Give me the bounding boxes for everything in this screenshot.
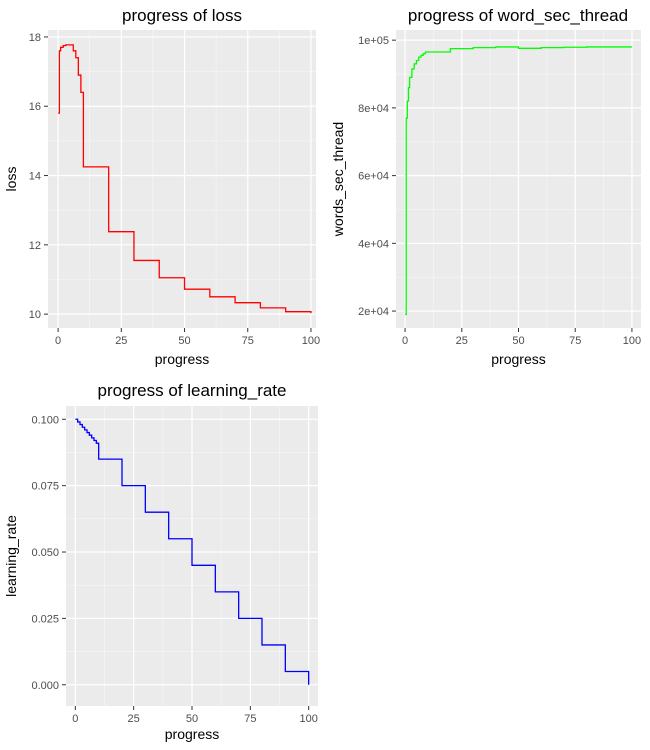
words-ytick-label: 4e+04 [358, 238, 389, 250]
loss-xlabel: progress [155, 351, 209, 367]
words-ytick-label: 1e+05 [358, 35, 389, 47]
lr-ytick-label: 0.075 [31, 481, 59, 493]
lr-ytick-label: 0.050 [31, 547, 59, 559]
loss-ytick-label: 12 [29, 240, 41, 252]
words-xtick-label: 50 [512, 335, 524, 347]
loss-chart: 0 25 50 75 100 10 12 14 16 18 progress of loss prog… [3, 6, 320, 367]
words-ytick-label: 6e+04 [358, 171, 389, 183]
words-xtick-label: 0 [402, 335, 408, 347]
loss-panel [48, 30, 316, 328]
words-ytick-label: 8e+04 [358, 103, 389, 115]
words-title: progress of word_sec_thread [408, 6, 628, 25]
loss-ytick-label: 16 [29, 101, 41, 113]
loss-ytick-label: 14 [29, 171, 41, 183]
loss-ytick-label: 10 [29, 309, 41, 321]
loss-xtick-label: 50 [178, 335, 190, 347]
lr-series-line [75, 418, 310, 685]
lr-xtick-label: 100 [299, 713, 317, 725]
words-chart: 0 25 50 75 100 2e+04 4e+04 6e+04 8e+04 1e+05 progr… [330, 6, 641, 367]
loss-ylabel: loss [3, 167, 19, 192]
lr-xtick-label: 50 [186, 713, 198, 725]
lr-xtick-label: 0 [72, 713, 78, 725]
lr-ylabel: learning_rate [3, 515, 19, 597]
loss-xtick-label: 75 [242, 335, 254, 347]
loss-xtick-label: 100 [302, 335, 320, 347]
words-series-line [405, 46, 632, 316]
lr-xtick-label: 75 [244, 713, 256, 725]
loss-xtick-label: 25 [115, 335, 127, 347]
lr-ytick-label: 0.000 [31, 680, 59, 692]
lr-title: progress of learning_rate [97, 381, 286, 400]
lr-xtick-label: 25 [128, 713, 140, 725]
words-xtick-label: 25 [456, 335, 468, 347]
words-xtick-label: 75 [569, 335, 581, 347]
words-ylabel: words_sec_thread [330, 122, 346, 237]
loss-series-line [58, 44, 312, 314]
lr-ytick-label: 0.025 [31, 613, 59, 625]
loss-ytick-label: 18 [29, 32, 41, 44]
lr-xlabel: progress [165, 726, 219, 742]
lr-ytick-label: 0.100 [31, 414, 59, 426]
words-xtick-label: 100 [623, 335, 641, 347]
lr-chart: 0 25 50 75 100 0.000 0.025 0.050 0.075 0.100 progr… [3, 381, 318, 742]
loss-xtick-label: 0 [55, 335, 61, 347]
loss-title: progress of loss [122, 6, 242, 25]
words-xlabel: progress [491, 351, 545, 367]
words-ytick-label: 2e+04 [358, 306, 389, 318]
